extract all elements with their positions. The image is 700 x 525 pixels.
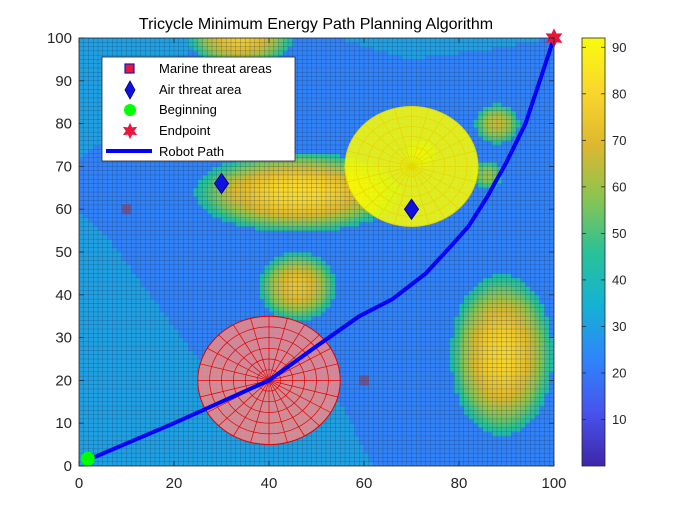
legend-air-marker — [124, 80, 136, 100]
y-tick-label: 40 — [55, 287, 72, 304]
x-tick-label: 100 — [541, 475, 566, 492]
y-tick-label: 0 — [64, 458, 72, 475]
colorbar-tick-label: 90 — [612, 40, 626, 55]
legend-endpoint-label: Endpoint — [159, 123, 211, 138]
legend: Marine threat areas Air threat area Begi… — [101, 56, 296, 162]
colorbar-tick-label: 60 — [612, 179, 626, 194]
colorbar-tick-label: 40 — [612, 272, 626, 287]
legend-endpoint-marker — [122, 122, 138, 140]
chart-title: Tricycle Minimum Energy Path Planning Al… — [139, 16, 493, 33]
colorbar-tick-label: 20 — [612, 365, 626, 380]
y-tick-label: 80 — [55, 116, 72, 133]
colorbar-strip — [581, 37, 606, 467]
x-tick-label: 60 — [356, 475, 373, 492]
colorbar: 10 20 30 40 50 60 70 80 90 — [581, 37, 626, 467]
legend-beginning-marker — [124, 104, 136, 116]
colorbar-tick-label: 50 — [612, 226, 626, 241]
legend-path-label: Robot Path — [159, 144, 224, 159]
marine-threat-marker — [121, 204, 132, 215]
axis-ticks: 0 20 40 60 80 100 0 10 20 30 40 50 60 70 80 90 100 — [47, 30, 567, 492]
x-tick-label: 20 — [166, 475, 183, 492]
marine-threat-marker — [359, 375, 369, 386]
y-tick-label: 60 — [55, 201, 72, 218]
y-tick-label: 90 — [55, 73, 72, 90]
beginning-marker — [80, 451, 95, 466]
y-tick-label: 10 — [55, 415, 72, 432]
robot-path-layer — [81, 38, 554, 464]
y-tick-label: 50 — [55, 244, 72, 261]
legend-marine-label: Marine threat areas — [159, 61, 272, 76]
air-threat-marker — [403, 198, 420, 221]
robot-path — [81, 38, 554, 464]
legend-air-label: Air threat area — [159, 82, 242, 97]
legend-beginning-label: Beginning — [159, 102, 217, 117]
y-tick-label: 70 — [55, 158, 72, 175]
colorbar-tick-label: 80 — [612, 86, 626, 101]
legend-marine-marker — [124, 63, 135, 74]
colorbar-tick-label: 10 — [612, 412, 626, 427]
x-tick-label: 80 — [451, 475, 468, 492]
air-threat-marker — [213, 172, 230, 195]
y-tick-label: 100 — [47, 30, 72, 47]
y-tick-label: 20 — [55, 372, 72, 389]
colorbar-tick-label: 30 — [612, 319, 626, 334]
x-tick-label: 0 — [75, 475, 83, 492]
colorbar-ticks: 10 20 30 40 50 60 70 80 90 — [582, 40, 626, 427]
x-tick-label: 40 — [261, 475, 278, 492]
y-tick-label: 30 — [55, 330, 72, 347]
colorbar-tick-label: 70 — [612, 133, 626, 148]
